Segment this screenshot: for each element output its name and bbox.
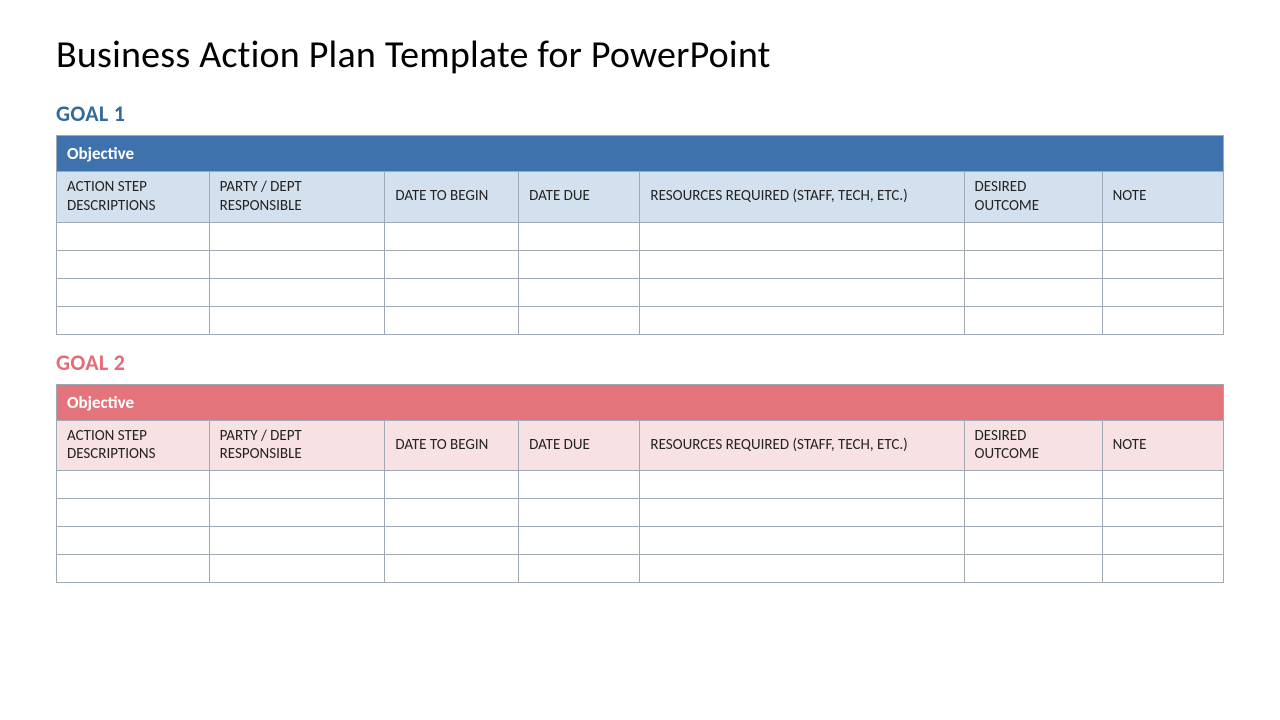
goal-1-objective-row: Objective xyxy=(57,136,1224,172)
goal-2-objective-cell: Objective xyxy=(57,384,1224,420)
col-header: RESOURCES REQUIRED (STAFF, TECH, ETC.) xyxy=(640,172,964,223)
table-row xyxy=(57,555,1224,583)
goal-1-block: GOAL 1 Objective ACTION STEP DESCRIPTION… xyxy=(56,100,1224,335)
col-header: NOTE xyxy=(1102,420,1223,471)
col-header: ACTION STEP DESCRIPTIONS xyxy=(57,172,210,223)
table-row xyxy=(57,278,1224,306)
goal-1-header-row: ACTION STEP DESCRIPTIONS PARTY / DEPT RE… xyxy=(57,172,1224,223)
col-header: PARTY / DEPT RESPONSIBLE xyxy=(209,172,385,223)
page-title: Business Action Plan Template for PowerP… xyxy=(56,32,1224,78)
table-row xyxy=(57,306,1224,334)
col-header: DATE DUE xyxy=(519,420,640,471)
col-header: DESIRED OUTCOME xyxy=(964,172,1102,223)
col-header: DATE TO BEGIN xyxy=(385,420,519,471)
col-header: DATE DUE xyxy=(519,172,640,223)
goal-2-objective-row: Objective xyxy=(57,384,1224,420)
table-row xyxy=(57,250,1224,278)
table-row xyxy=(57,222,1224,250)
goal-2-header-row: ACTION STEP DESCRIPTIONS PARTY / DEPT RE… xyxy=(57,420,1224,471)
goal-2-block: GOAL 2 Objective ACTION STEP DESCRIPTION… xyxy=(56,349,1224,584)
table-row xyxy=(57,499,1224,527)
goal-2-table: Objective ACTION STEP DESCRIPTIONS PARTY… xyxy=(56,384,1224,584)
goal-1-table: Objective ACTION STEP DESCRIPTIONS PARTY… xyxy=(56,135,1224,335)
goal-1-label: GOAL 1 xyxy=(56,100,1224,127)
col-header: RESOURCES REQUIRED (STAFF, TECH, ETC.) xyxy=(640,420,964,471)
col-header: DATE TO BEGIN xyxy=(385,172,519,223)
goal-1-objective-cell: Objective xyxy=(57,136,1224,172)
col-header: PARTY / DEPT RESPONSIBLE xyxy=(209,420,385,471)
goal-2-label: GOAL 2 xyxy=(56,349,1224,376)
col-header: NOTE xyxy=(1102,172,1223,223)
col-header: ACTION STEP DESCRIPTIONS xyxy=(57,420,210,471)
col-header: DESIRED OUTCOME xyxy=(964,420,1102,471)
table-row xyxy=(57,527,1224,555)
table-row xyxy=(57,471,1224,499)
